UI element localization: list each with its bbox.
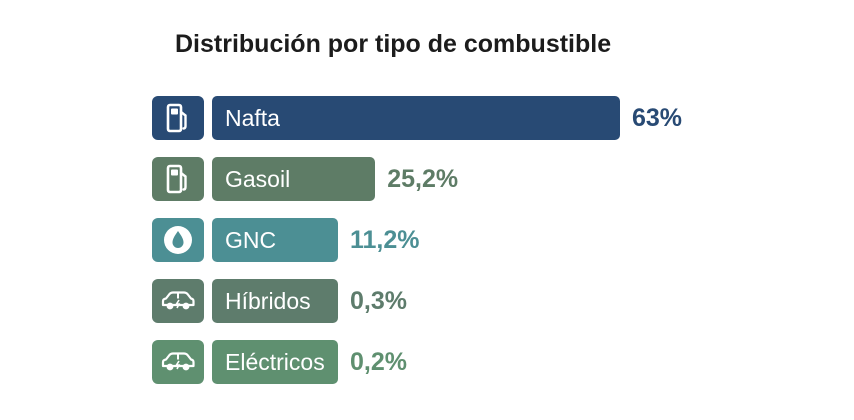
bar-row-nafta: Nafta 63% bbox=[0, 96, 854, 140]
gas-drop-icon bbox=[152, 218, 204, 262]
bar-row-electricos: Eléctricos 0,2% bbox=[0, 340, 854, 384]
bar-row-gasoil: Gasoil 25,2% bbox=[0, 157, 854, 201]
bar-row-gnc: GNC 11,2% bbox=[0, 218, 854, 262]
value-label-electricos: 0,2% bbox=[350, 348, 407, 376]
bar-label-nafta: Nafta bbox=[225, 104, 280, 131]
chart-title: Distribución por tipo de combustible bbox=[175, 30, 612, 58]
fuel-pump-icon bbox=[152, 96, 204, 140]
bar-row-hibridos: Híbridos 0,3% bbox=[0, 279, 854, 323]
value-label-nafta: 63% bbox=[632, 104, 683, 132]
bar-gasoil: Gasoil bbox=[212, 157, 376, 201]
fuel-pump-icon bbox=[152, 157, 204, 201]
bar-label-gasoil: Gasoil bbox=[225, 165, 291, 192]
value-label-hibridos: 0,3% bbox=[350, 287, 407, 315]
bar-gnc: GNC bbox=[212, 218, 338, 262]
bar-nafta: Nafta bbox=[212, 96, 620, 140]
electric-car-icon bbox=[152, 340, 204, 384]
bar-label-gnc: GNC bbox=[225, 226, 277, 253]
bar-label-electricos: Eléctricos bbox=[225, 348, 325, 375]
hybrid-car-icon bbox=[152, 279, 204, 323]
value-label-gnc: 11,2% bbox=[350, 226, 420, 254]
bar-hibridos: Híbridos bbox=[212, 279, 338, 323]
value-label-gasoil: 25,2% bbox=[387, 165, 459, 193]
bar-label-hibridos: Híbridos bbox=[225, 287, 311, 314]
bar-electricos: Eléctricos bbox=[212, 340, 338, 384]
